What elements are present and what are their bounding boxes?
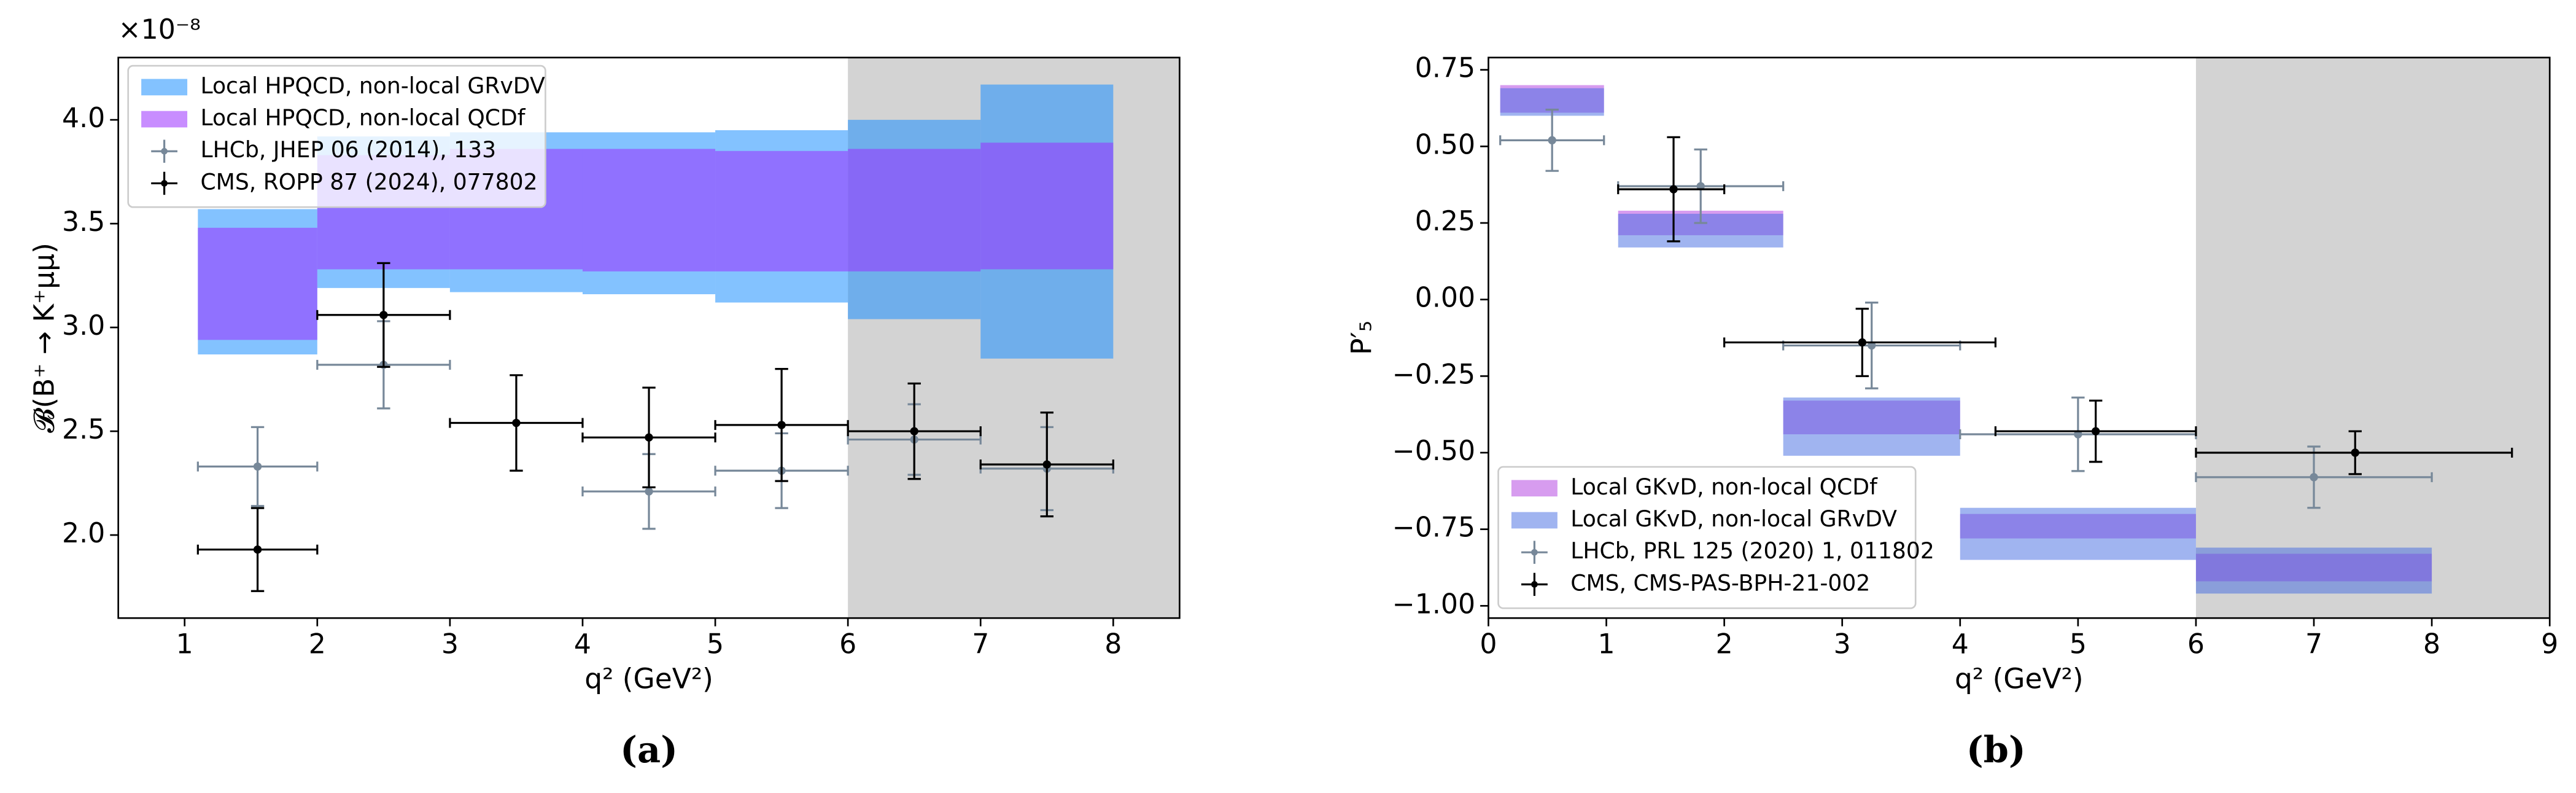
band bbox=[980, 143, 1114, 270]
y-tick-label: 3.5 bbox=[62, 206, 105, 238]
point bbox=[1858, 338, 1867, 347]
y-axis-label: 𝓑(B⁺ → K⁺μμ) bbox=[28, 243, 60, 433]
legend-label: Local HPQCD, non-local GRvDV bbox=[200, 72, 545, 99]
x-tick-label: 3 bbox=[441, 629, 459, 660]
point bbox=[253, 545, 262, 554]
y-tick-label: 3.0 bbox=[62, 310, 105, 342]
point bbox=[1696, 182, 1705, 190]
y-tick-label: −0.25 bbox=[1392, 359, 1475, 390]
band bbox=[1783, 397, 1960, 456]
y-tick-label: 0.00 bbox=[1415, 283, 1475, 314]
legend-swatch bbox=[1511, 512, 1558, 529]
legend: Local HPQCD, non-local GRvDV Local HPQCD,… bbox=[127, 64, 546, 208]
legend-swatch bbox=[1531, 581, 1538, 588]
x-tick-label: 8 bbox=[1104, 629, 1122, 660]
caption: (b) bbox=[1966, 729, 2026, 771]
legend-label: Local GKvD, non-local GRvDV bbox=[1570, 506, 1897, 532]
legend-swatch bbox=[141, 79, 188, 96]
y-tick-label: −0.75 bbox=[1392, 512, 1475, 544]
point bbox=[645, 433, 653, 442]
point bbox=[1868, 341, 1876, 350]
point bbox=[777, 421, 786, 429]
legend-swatch bbox=[141, 111, 188, 128]
legend-label: LHCb, JHEP 06 (2014), 133 bbox=[200, 136, 496, 163]
legend: Local GKvD, non-local QCDf Local GKvD, no… bbox=[1497, 466, 1934, 609]
y-axis-label: P′₅ bbox=[1346, 321, 1378, 355]
x-tick-label: 5 bbox=[707, 629, 724, 660]
point bbox=[253, 462, 262, 471]
x-tick-label: 6 bbox=[839, 629, 856, 660]
legend-box bbox=[1497, 466, 1917, 609]
point bbox=[1548, 136, 1556, 145]
point bbox=[2310, 473, 2318, 482]
band bbox=[715, 150, 848, 271]
x-tick-label: 4 bbox=[574, 629, 591, 660]
y-tick-label: −1.00 bbox=[1392, 588, 1475, 620]
legend-label: LHCb, PRL 125 (2020) 1, 011802 bbox=[1570, 537, 1934, 564]
point bbox=[1669, 185, 1678, 193]
shaded-region bbox=[2195, 57, 2550, 619]
band bbox=[198, 227, 317, 340]
point bbox=[910, 427, 918, 436]
legend-label: CMS, ROPP 87 (2024), 077802 bbox=[200, 168, 537, 195]
point bbox=[379, 311, 388, 319]
caption: (a) bbox=[620, 729, 678, 771]
legend-swatch bbox=[161, 147, 168, 155]
legend-swatch bbox=[161, 180, 168, 187]
legend-label: Local HPQCD, non-local QCDf bbox=[200, 104, 526, 131]
point bbox=[2074, 430, 2082, 439]
y-tick-label: 4.0 bbox=[62, 103, 105, 134]
y-tick-label: 0.75 bbox=[1415, 53, 1475, 84]
legend-swatch bbox=[1531, 549, 1538, 556]
x-tick-label: 7 bbox=[972, 629, 989, 660]
point bbox=[2091, 427, 2100, 436]
x-tick-label: 2 bbox=[1716, 629, 1733, 660]
y-tick-label: 2.5 bbox=[62, 414, 105, 445]
x-tick-label: 0 bbox=[1480, 629, 1497, 660]
x-tick-label: 1 bbox=[176, 629, 193, 660]
x-tick-label: 2 bbox=[309, 629, 326, 660]
y-offset-label: ×10⁻⁸ bbox=[118, 14, 201, 45]
point bbox=[1042, 460, 1051, 469]
x-axis-label: q² (GeV²) bbox=[584, 662, 713, 695]
x-tick-label: 8 bbox=[2423, 629, 2440, 660]
x-tick-label: 3 bbox=[1834, 629, 1851, 660]
x-tick-label: 7 bbox=[2305, 629, 2322, 660]
plot-frame bbox=[117, 57, 1181, 619]
point bbox=[512, 418, 521, 428]
x-tick-label: 4 bbox=[1952, 629, 1969, 660]
plot-frame bbox=[1488, 57, 2551, 619]
legend-label: Local GKvD, non-local QCDf bbox=[1570, 474, 1878, 500]
point bbox=[2351, 448, 2359, 457]
band bbox=[2195, 547, 2432, 594]
x-tick-label: 6 bbox=[2187, 629, 2205, 660]
legend-box bbox=[127, 64, 546, 208]
band bbox=[1960, 507, 2196, 560]
y-tick-label: 0.50 bbox=[1415, 129, 1475, 160]
point bbox=[645, 487, 653, 496]
panel: 0 1 2 3 4 5 6 7 8 9 −1.00 −0.75 −0.50 −0.25 0.00 0.25 0.… bbox=[1346, 53, 2559, 772]
legend-swatch bbox=[1511, 480, 1558, 497]
x-tick-label: 1 bbox=[1598, 629, 1615, 660]
y-tick-label: 0.25 bbox=[1415, 206, 1475, 237]
x-tick-label: 9 bbox=[2541, 629, 2558, 660]
panel: 1 2 3 4 5 6 7 8 2.0 2.5 3.0 3.5 4.0 ×10⁻⁸ q² (GeV²) 𝓑(B… bbox=[28, 14, 1181, 771]
y-tick-label: −0.50 bbox=[1392, 436, 1475, 467]
x-axis-label: q² (GeV²) bbox=[1955, 662, 2084, 695]
band bbox=[582, 149, 716, 271]
x-tick-label: 5 bbox=[2070, 629, 2087, 660]
band bbox=[848, 149, 981, 271]
legend-label: CMS, CMS-PAS-BPH-21-002 bbox=[1570, 569, 1870, 596]
y-tick-label: 2.0 bbox=[62, 518, 105, 549]
